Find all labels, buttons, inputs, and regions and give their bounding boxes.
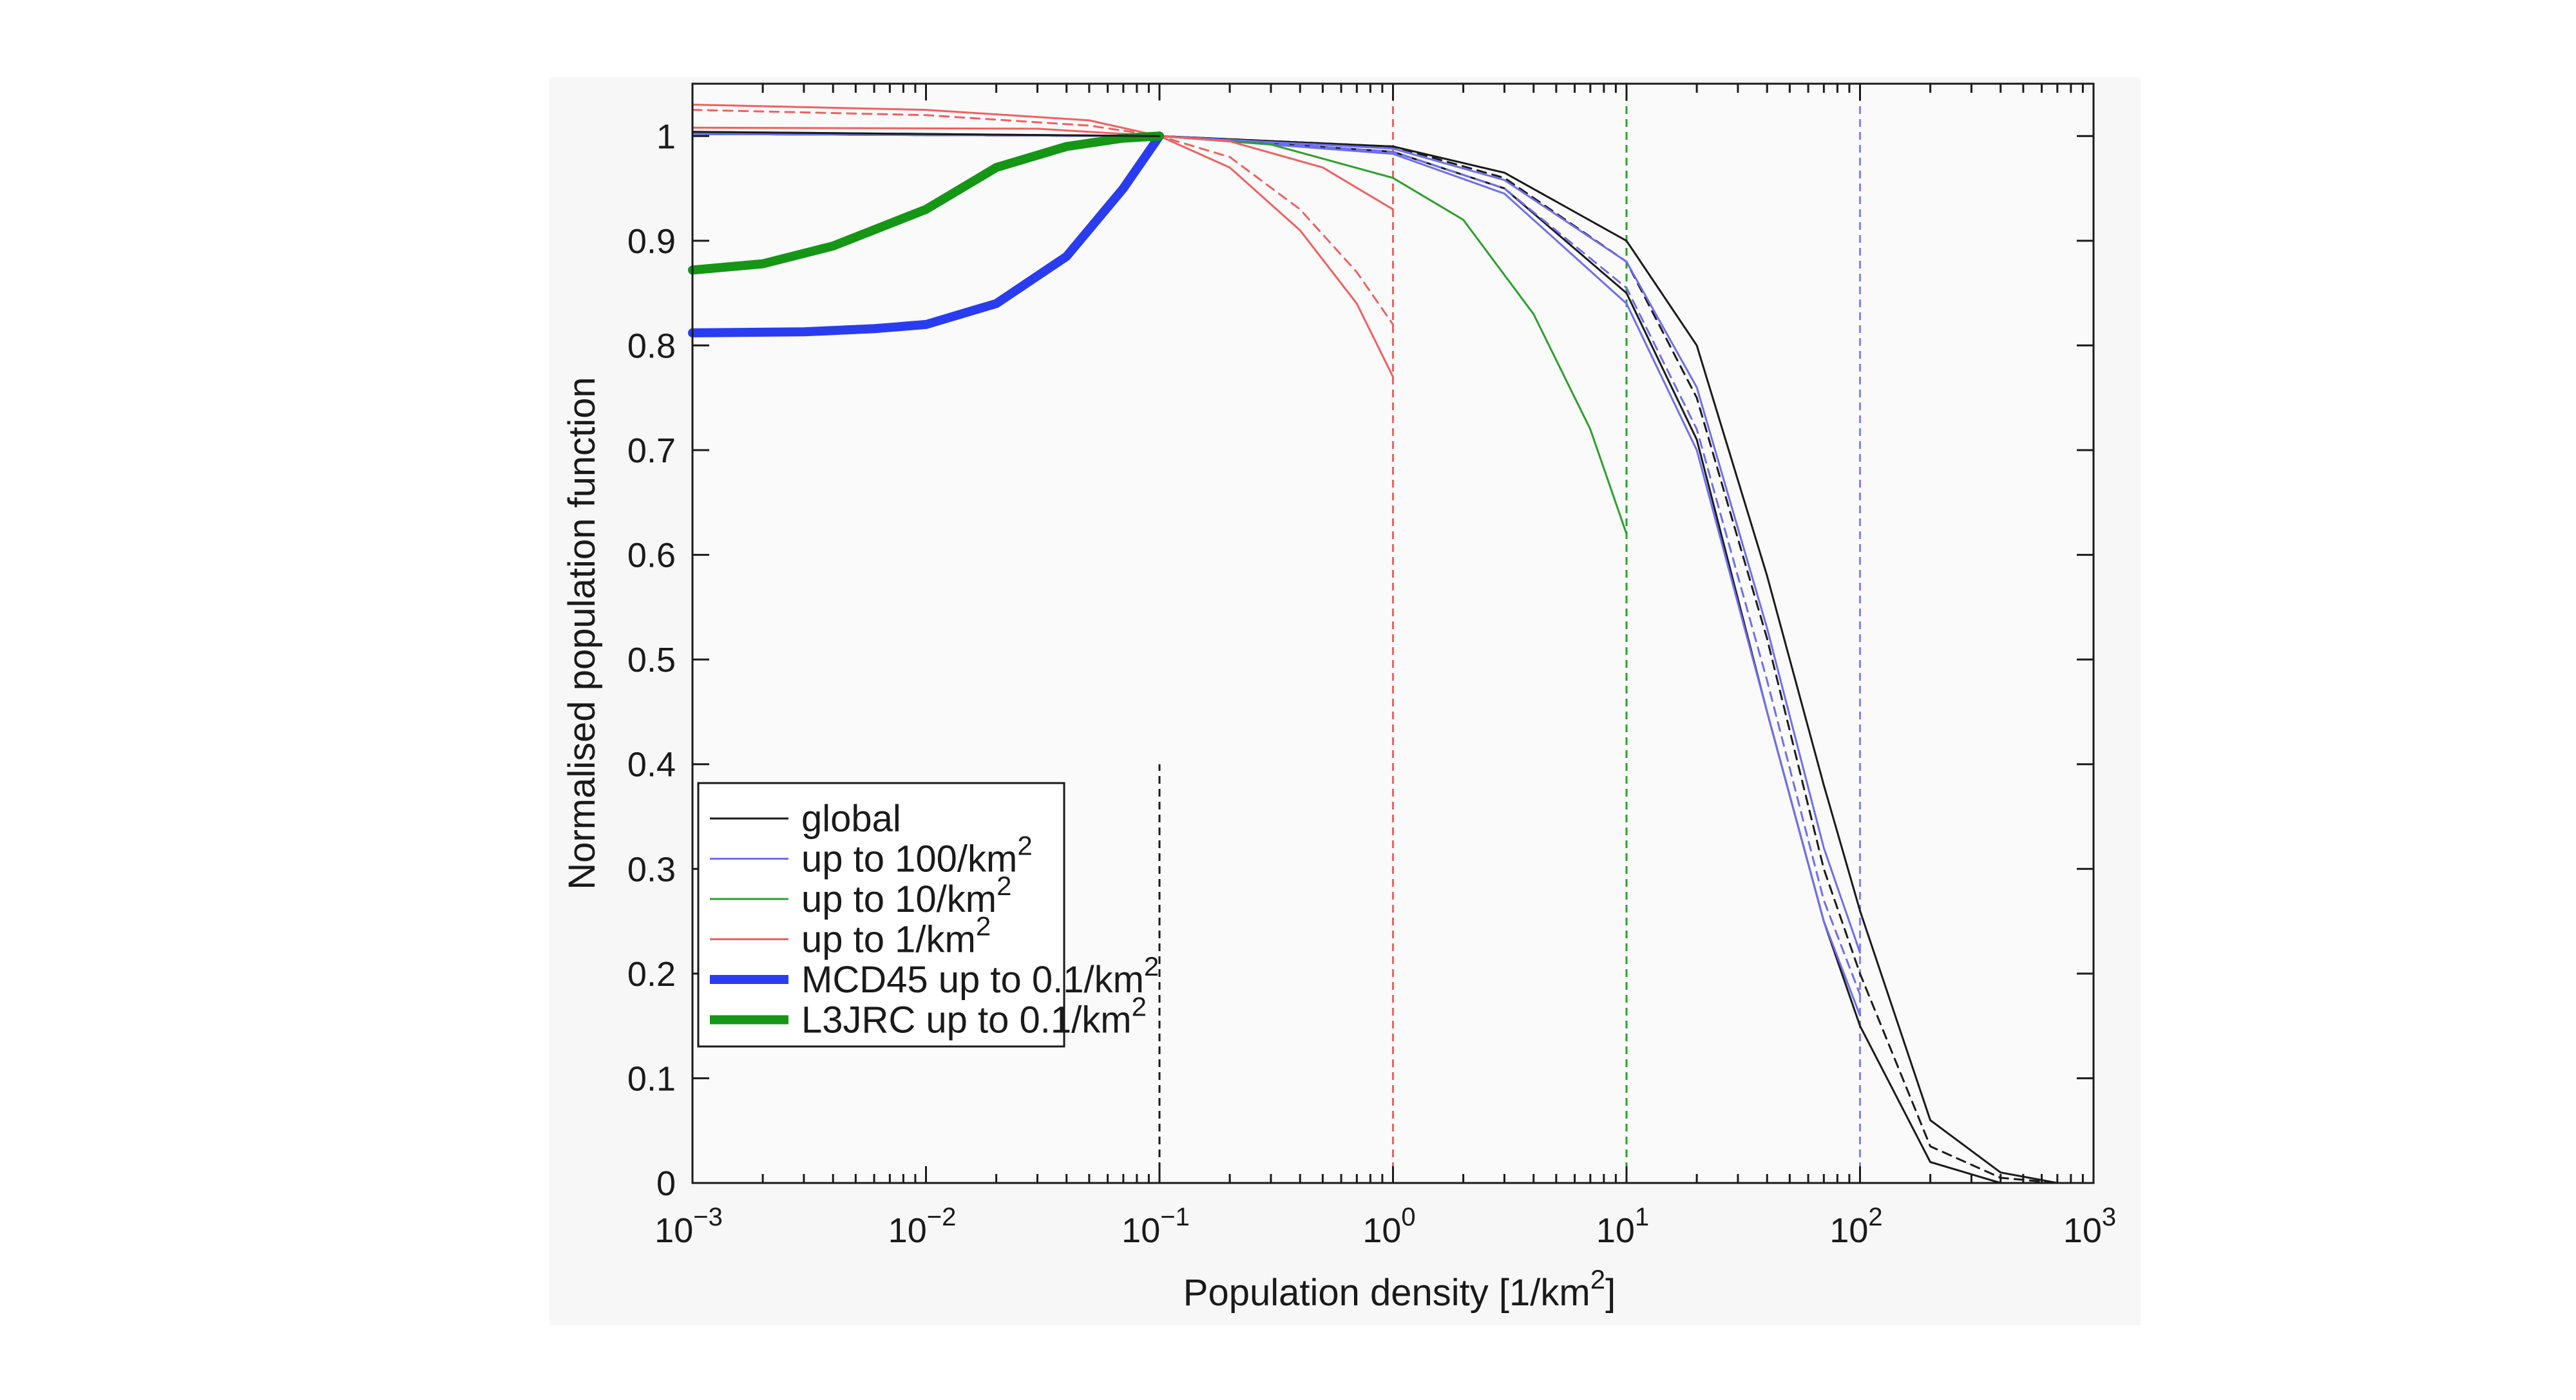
series-line-100-3 [691, 133, 1861, 954]
series-line-L3JRC-11 [688, 131, 1164, 275]
legend-label-3: up to 1/km2 [801, 911, 991, 961]
legend-label-2: up to 10/km2 [801, 871, 1011, 920]
y-tick-label: 0 [656, 1164, 676, 1203]
figure-panel: 10−3 10−2 10−1 100 101 102 103 0 0.1 0.2 0.3 0.4 0.5… [549, 77, 2141, 1325]
x-tick-label: 10−1 [1121, 1203, 1190, 1250]
chart: 10−3 10−2 10−1 100 101 102 103 0 0.1 0.2 0.3 0.4 0.5… [561, 82, 2116, 1314]
y-axis-label: Normalised population function [561, 377, 603, 889]
series-line-global-2 [691, 133, 2095, 1184]
legend-label-4: MCD45 up to 0.1/km2 [801, 951, 1159, 1001]
series-line-MCD45-10 [688, 131, 1164, 337]
x-tick-label: 101 [1596, 1203, 1649, 1250]
series-line-1-9 [691, 126, 1394, 378]
series-line-1-8 [691, 109, 1394, 326]
x-axis-label: Population density [1/km2] [1183, 1264, 1616, 1314]
legend-box [697, 782, 1065, 1048]
y-tick-label: 0.9 [627, 222, 676, 261]
legend-label-5: L3JRC up to 0.1/km2 [801, 992, 1147, 1041]
x-tick-label: 10−2 [888, 1203, 957, 1250]
y-tick-label: 0.4 [627, 746, 676, 784]
y-tick-label: 1 [656, 117, 676, 156]
y-tick-label: 0.7 [627, 431, 676, 470]
x-tick-label: 10−3 [654, 1203, 723, 1250]
y-tick-label: 0.8 [627, 326, 676, 365]
x-tick-label: 103 [2063, 1203, 2116, 1250]
x-tick-label: 100 [1362, 1203, 1415, 1250]
x-tick-label: 102 [1829, 1203, 1882, 1250]
y-tick-label: 0.2 [627, 955, 676, 994]
y-tick-label: 0.6 [627, 536, 676, 575]
y-tick-label: 0.3 [627, 850, 676, 889]
y-tick-label: 0.5 [627, 641, 676, 679]
y-tick-label: 0.1 [627, 1059, 676, 1098]
series-line-global-12 [691, 131, 1161, 137]
legend-label-1: up to 100/km2 [801, 831, 1033, 880]
legend-label-0: global [801, 798, 901, 840]
